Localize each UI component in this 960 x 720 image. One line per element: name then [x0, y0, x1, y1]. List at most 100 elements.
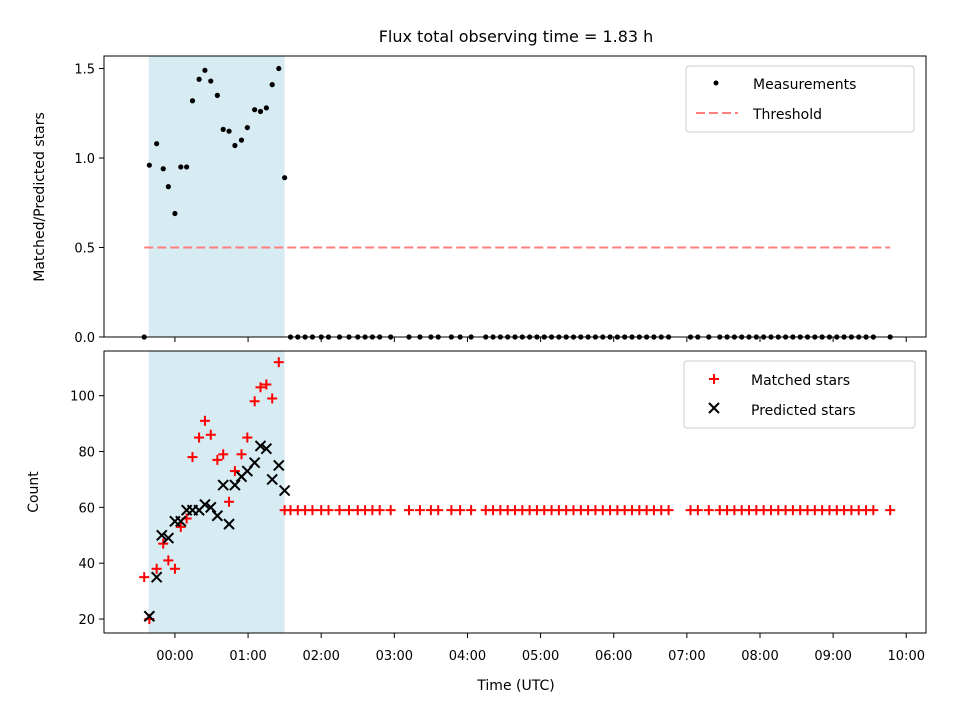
- matched-star-marker: [692, 505, 703, 516]
- matched-star-marker: [139, 572, 150, 583]
- matched-star-marker: [385, 505, 396, 516]
- matched-star-marker: [151, 563, 162, 574]
- matched-star-marker: [446, 505, 457, 516]
- measurement-point: [226, 128, 232, 134]
- predicted-stars-series: [143, 440, 291, 622]
- x-tick-label: 03:00: [376, 649, 413, 664]
- predicted-star-marker: [175, 515, 187, 528]
- matched-star-marker: [242, 432, 253, 443]
- measurement-point: [238, 137, 245, 143]
- measurement-point: [220, 126, 226, 132]
- x-tick-label: 10:00: [888, 649, 925, 664]
- measurement-point: [172, 210, 178, 217]
- matched-star-marker: [334, 505, 345, 516]
- predicted-star-marker: [229, 479, 241, 491]
- y-tick-label: 1.0: [74, 152, 95, 167]
- x-tick-label: 07:00: [668, 649, 705, 664]
- top-y-axis-label: Matched/Predicted stars: [32, 112, 48, 282]
- measurement-point: [282, 175, 288, 181]
- legend-label-measurements: Measurements: [753, 77, 856, 93]
- predicted-star-marker: [156, 529, 168, 541]
- legend-label-threshold: Threshold: [752, 107, 822, 123]
- matched-star-marker: [703, 505, 714, 516]
- measurement-point: [165, 184, 171, 190]
- measurement-point: [214, 92, 220, 98]
- matched-star-marker: [199, 415, 210, 426]
- y-tick-label: 100: [70, 390, 95, 405]
- matched-star-marker: [343, 505, 354, 516]
- matched-star-marker: [885, 505, 896, 516]
- bottom-legend: Matched stars Predicted stars: [683, 360, 916, 429]
- bottom-panel: 20 40 60 80 100 00:00 01:00 02:00 03:00 04:00 05:…: [26, 350, 927, 694]
- matched-star-marker: [224, 496, 235, 507]
- y-tick-label: 20: [78, 613, 95, 628]
- x-axis-label: Time (UTC): [476, 678, 554, 694]
- matched-star-marker: [433, 505, 444, 516]
- measurement-point: [160, 166, 166, 172]
- top-x-ticks: [174, 337, 907, 342]
- predicted-star-marker: [278, 484, 291, 497]
- x-tick-label: 08:00: [741, 649, 778, 664]
- predicted-star-marker: [143, 610, 156, 622]
- matched-star-marker: [205, 429, 216, 440]
- observing-interval-shade-top: [148, 56, 285, 337]
- measurement-point: [154, 141, 160, 147]
- matched-star-marker: [663, 505, 674, 516]
- measurement-point: [189, 98, 196, 104]
- chart-title: Flux total observing time = 1.83 h: [379, 27, 654, 46]
- predicted-star-marker: [254, 440, 267, 452]
- predicted-star-marker: [223, 518, 235, 530]
- predicted-star-marker: [199, 498, 211, 511]
- y-tick-label: 0.5: [74, 242, 95, 257]
- matched-star-marker: [261, 379, 272, 390]
- y-tick-label: 1.5: [74, 63, 95, 78]
- measurement-point: [269, 82, 275, 88]
- observing-interval-shade-bottom: [148, 351, 285, 633]
- top-panel: 0.0 0.5 1.0 1.5 Matched/Predicted stars Mea…: [32, 55, 927, 346]
- matched-star-marker: [212, 454, 223, 465]
- bottom-y-axis-label: Count: [26, 471, 42, 513]
- predicted-star-marker: [260, 443, 273, 455]
- x-tick-label: 09:00: [814, 649, 851, 664]
- measurement-point: [178, 164, 184, 170]
- matched-star-marker: [307, 505, 318, 516]
- y-tick-label: 60: [78, 501, 95, 516]
- matched-star-marker: [267, 393, 278, 404]
- measurement-point: [196, 76, 202, 82]
- measurement-point: [244, 124, 250, 131]
- top-y-ticks: 0.0 0.5 1.0 1.5: [74, 63, 104, 346]
- predicted-star-marker: [217, 479, 229, 491]
- measurement-point: [252, 107, 258, 113]
- legend-label-matched: Matched stars: [751, 373, 850, 389]
- measurement-point: [208, 78, 214, 84]
- measurement-point: [263, 105, 269, 111]
- x-tick-label: 02:00: [302, 649, 339, 664]
- matched-star-marker: [187, 452, 198, 463]
- bottom-x-ticks: 00:00 01:00 02:00 03:00 04:00 05:00 06:00 07:00…: [156, 633, 925, 664]
- matched-star-marker: [868, 505, 879, 516]
- x-tick-label: 01:00: [229, 649, 266, 664]
- matched-star-marker: [455, 505, 466, 516]
- y-tick-label: 80: [78, 446, 95, 461]
- measurement-point: [146, 162, 152, 168]
- matched-star-marker: [158, 538, 169, 549]
- top-axes-frame: [103, 55, 927, 338]
- top-legend-box: [685, 65, 915, 133]
- matched-star-marker: [403, 505, 414, 516]
- x-tick-label: 06:00: [595, 649, 632, 664]
- predicted-star-marker: [266, 473, 278, 486]
- bottom-y-ticks: 20 40 60 80 100: [70, 390, 104, 628]
- matched-star-marker: [163, 555, 174, 566]
- matched-star-marker: [273, 357, 284, 368]
- matched-star-marker: [194, 432, 205, 443]
- measurement-point: [276, 65, 282, 72]
- matched-star-marker: [323, 505, 334, 516]
- legend-marker-measurements: [713, 80, 719, 86]
- predicted-star-marker: [211, 510, 224, 522]
- measurement-point: [184, 164, 190, 170]
- measurement-point: [257, 108, 264, 115]
- matched-star-marker: [466, 505, 477, 516]
- predicted-star-marker: [248, 456, 261, 469]
- matched-star-marker: [236, 449, 247, 460]
